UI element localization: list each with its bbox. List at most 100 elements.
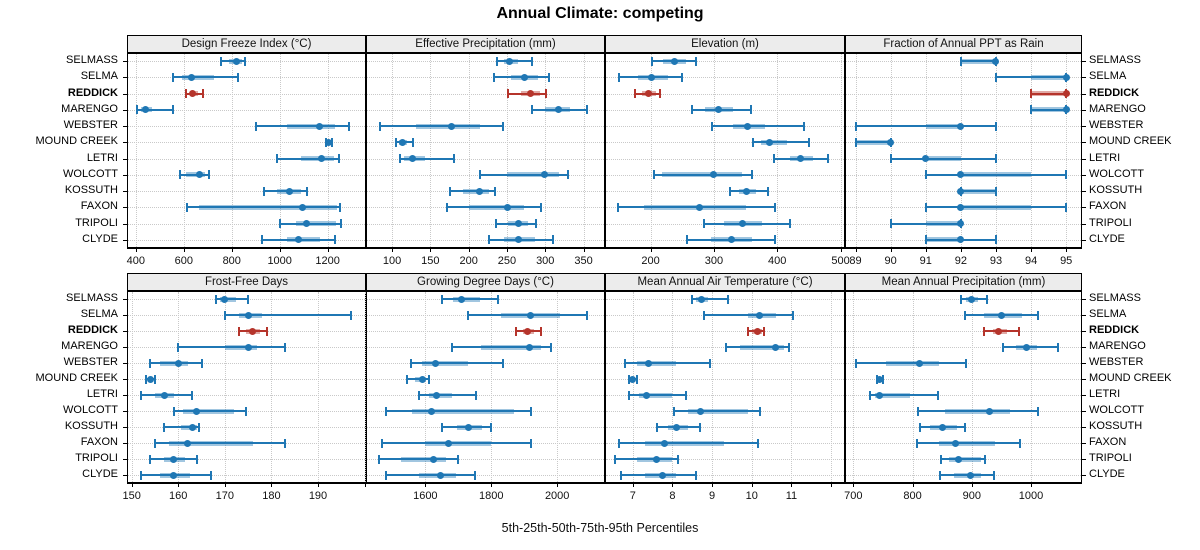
median-dot-wolcott: [957, 171, 965, 179]
whisker-cap-low: [673, 406, 676, 416]
whisker-cap-low: [417, 390, 420, 400]
percentile-whisker-webster: [410, 362, 503, 364]
median-dot-reddick: [524, 327, 532, 335]
percentile-whisker-wolcott: [173, 410, 246, 412]
x-tick-mark: [791, 483, 793, 487]
whisker-cap-low: [703, 219, 706, 229]
whisker-cap-high: [475, 390, 478, 400]
whisker-cap-low: [384, 470, 387, 480]
median-dot-selma: [521, 73, 529, 81]
whisker-cap-low: [982, 326, 985, 336]
whisker-cap-high: [207, 170, 210, 180]
y-tick-mark: [123, 109, 127, 111]
median-dot-mound-creek: [146, 375, 154, 383]
percentile-whisker-selmass: [960, 60, 996, 63]
y-tick-mark: [1082, 315, 1086, 316]
whisker-cap-high: [200, 358, 203, 368]
whisker-cap-high: [540, 202, 543, 212]
y-tick-mark: [1082, 191, 1086, 193]
median-dot-clyde: [436, 471, 444, 479]
whisker-cap-high: [937, 390, 940, 400]
median-dot-clyde: [514, 236, 522, 244]
site-label-left-marengo: MARENGO: [61, 340, 118, 352]
x-tick-mark: [855, 248, 857, 252]
site-label-left-marengo: MARENGO: [61, 102, 118, 115]
x-tick-mark: [650, 248, 652, 252]
v-gridline: [672, 292, 674, 482]
h-gridline: [846, 77, 1081, 79]
whisker-cap-low: [627, 390, 630, 400]
h-gridline: [128, 126, 365, 128]
median-dot-marengo: [141, 106, 149, 114]
whisker-cap-high: [1037, 406, 1040, 416]
median-dot-webster: [645, 359, 653, 367]
whisker-cap-high: [758, 406, 761, 416]
whisker-cap-high: [792, 310, 795, 320]
whisker-cap-high: [535, 219, 538, 229]
median-dot-marengo: [1022, 343, 1030, 351]
h-gridline: [606, 61, 844, 63]
whisker-cap-low: [924, 202, 927, 212]
panel-effective-precipitation-mm: [366, 53, 605, 248]
x-tick-label: 600: [174, 255, 193, 267]
whisker-cap-high: [333, 235, 336, 245]
h-gridline: [606, 459, 844, 460]
v-gridline: [632, 292, 634, 482]
whisker-cap-low: [868, 390, 871, 400]
y-tick-mark: [123, 93, 127, 95]
whisker-cap-low: [960, 294, 963, 304]
x-tick-mark: [751, 483, 753, 487]
y-tick-mark: [1082, 363, 1086, 364]
median-dot-selmass: [233, 57, 241, 65]
whisker-cap-low: [398, 154, 401, 164]
median-dot-wolcott: [540, 171, 548, 179]
whisker-cap-low: [514, 326, 517, 336]
percentile-whisker-selma: [704, 314, 794, 316]
panel-strip-mean-annual-precipitation-mm: Mean Annual Precipitation (mm): [845, 273, 1082, 291]
percentile-whisker-letri: [399, 157, 455, 160]
whisker-cap-high: [1056, 342, 1059, 352]
panel-strip-mean-annual-air-temperature-c: Mean Annual Air Temperature (°C): [605, 273, 845, 291]
x-tick-label: 2000: [544, 490, 570, 502]
v-gridline: [853, 292, 855, 482]
h-gridline: [128, 379, 365, 380]
median-dot-reddick: [189, 90, 197, 98]
whisker-cap-high: [983, 454, 986, 464]
whisker-cap-low: [495, 56, 498, 66]
y-tick-mark: [1082, 93, 1086, 95]
median-dot-reddick: [1062, 90, 1070, 98]
x-tick-mark: [840, 248, 842, 252]
y-tick-mark: [1082, 379, 1086, 380]
v-gridline: [1031, 292, 1033, 482]
median-dot-mound-creek: [876, 375, 884, 383]
y-tick-mark: [1082, 347, 1086, 348]
x-tick-label: 1200: [315, 255, 340, 267]
whisker-cap-low: [889, 219, 892, 229]
whisker-cap-low: [623, 358, 626, 368]
whisker-cap-high: [1065, 202, 1068, 212]
whisker-cap-low: [479, 170, 482, 180]
whisker-cap-low: [136, 105, 139, 115]
v-gridline: [279, 54, 281, 247]
x-tick-mark: [713, 248, 715, 252]
site-label-right-reddick: REDDICK: [1089, 324, 1140, 336]
whisker-cap-high: [539, 326, 542, 336]
whisker-cap-high: [306, 186, 309, 196]
percentile-whisker-selmass: [496, 60, 533, 63]
site-label-left-faxon: FAXON: [80, 200, 118, 213]
whisker-cap-high: [428, 374, 431, 384]
y-tick-mark: [123, 363, 127, 364]
whisker-cap-low: [627, 374, 630, 384]
h-gridline: [846, 93, 1081, 95]
median-dot-letri: [643, 391, 651, 399]
median-dot-wolcott: [193, 407, 201, 415]
y-tick-mark: [1082, 77, 1086, 79]
y-tick-mark: [1082, 207, 1086, 209]
h-gridline: [846, 331, 1081, 332]
site-label-right-marengo: MARENGO: [1089, 340, 1146, 352]
median-dot-mound-creek: [629, 375, 637, 383]
y-tick-mark: [123, 443, 127, 444]
y-tick-mark: [1082, 126, 1086, 128]
whisker-cap-low: [440, 422, 443, 432]
x-tick-label: 150: [421, 255, 440, 267]
